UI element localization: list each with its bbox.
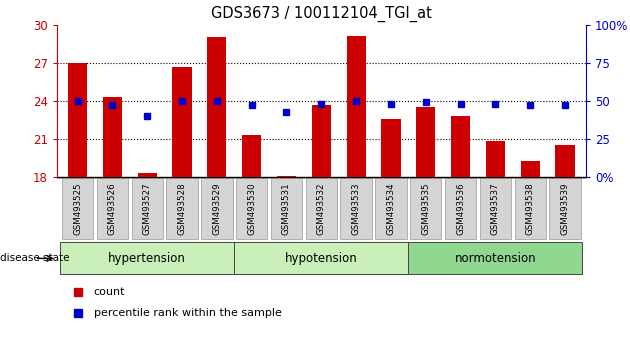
Bar — [312, 105, 331, 177]
Text: GSM493536: GSM493536 — [456, 183, 465, 235]
Text: GSM493525: GSM493525 — [73, 183, 82, 235]
FancyBboxPatch shape — [236, 178, 267, 239]
Text: GSM493532: GSM493532 — [317, 183, 326, 235]
Bar — [520, 160, 540, 177]
Text: GSM493527: GSM493527 — [143, 183, 152, 235]
FancyBboxPatch shape — [375, 178, 406, 239]
FancyBboxPatch shape — [479, 178, 511, 239]
Bar — [346, 36, 365, 177]
Bar — [486, 142, 505, 177]
Bar — [137, 173, 157, 177]
Text: GSM493534: GSM493534 — [386, 183, 396, 235]
Bar — [277, 176, 296, 177]
Text: hypertension: hypertension — [108, 252, 186, 265]
FancyBboxPatch shape — [410, 178, 442, 239]
Text: GSM493528: GSM493528 — [178, 183, 186, 235]
FancyBboxPatch shape — [549, 178, 581, 239]
Bar — [173, 67, 192, 177]
Text: GSM493529: GSM493529 — [212, 183, 221, 235]
FancyBboxPatch shape — [340, 178, 372, 239]
Text: percentile rank within the sample: percentile rank within the sample — [94, 308, 282, 318]
Text: GSM493533: GSM493533 — [352, 183, 360, 235]
Text: GSM493530: GSM493530 — [247, 183, 256, 235]
FancyBboxPatch shape — [408, 242, 582, 274]
Bar — [556, 145, 575, 177]
Bar — [381, 119, 401, 177]
Text: GSM493535: GSM493535 — [421, 183, 430, 235]
FancyBboxPatch shape — [60, 242, 234, 274]
Text: GSM493531: GSM493531 — [282, 183, 291, 235]
Bar — [207, 38, 226, 177]
Text: GSM493539: GSM493539 — [561, 183, 570, 235]
Text: disease state: disease state — [0, 253, 69, 263]
Text: GSM493538: GSM493538 — [525, 183, 535, 235]
Text: GSM493526: GSM493526 — [108, 183, 117, 235]
Title: GDS3673 / 100112104_TGI_at: GDS3673 / 100112104_TGI_at — [211, 6, 432, 22]
Text: GSM493537: GSM493537 — [491, 183, 500, 235]
Text: hypotension: hypotension — [285, 252, 358, 265]
FancyBboxPatch shape — [166, 178, 198, 239]
FancyBboxPatch shape — [515, 178, 546, 239]
FancyBboxPatch shape — [201, 178, 232, 239]
FancyBboxPatch shape — [234, 242, 408, 274]
Text: normotension: normotension — [455, 252, 536, 265]
FancyBboxPatch shape — [132, 178, 163, 239]
FancyBboxPatch shape — [445, 178, 476, 239]
Text: count: count — [94, 286, 125, 297]
Bar — [103, 97, 122, 177]
Bar — [416, 107, 435, 177]
FancyBboxPatch shape — [62, 178, 93, 239]
Bar — [451, 116, 470, 177]
FancyBboxPatch shape — [97, 178, 128, 239]
FancyBboxPatch shape — [271, 178, 302, 239]
FancyBboxPatch shape — [306, 178, 337, 239]
Bar — [242, 135, 261, 177]
Bar — [68, 63, 87, 177]
